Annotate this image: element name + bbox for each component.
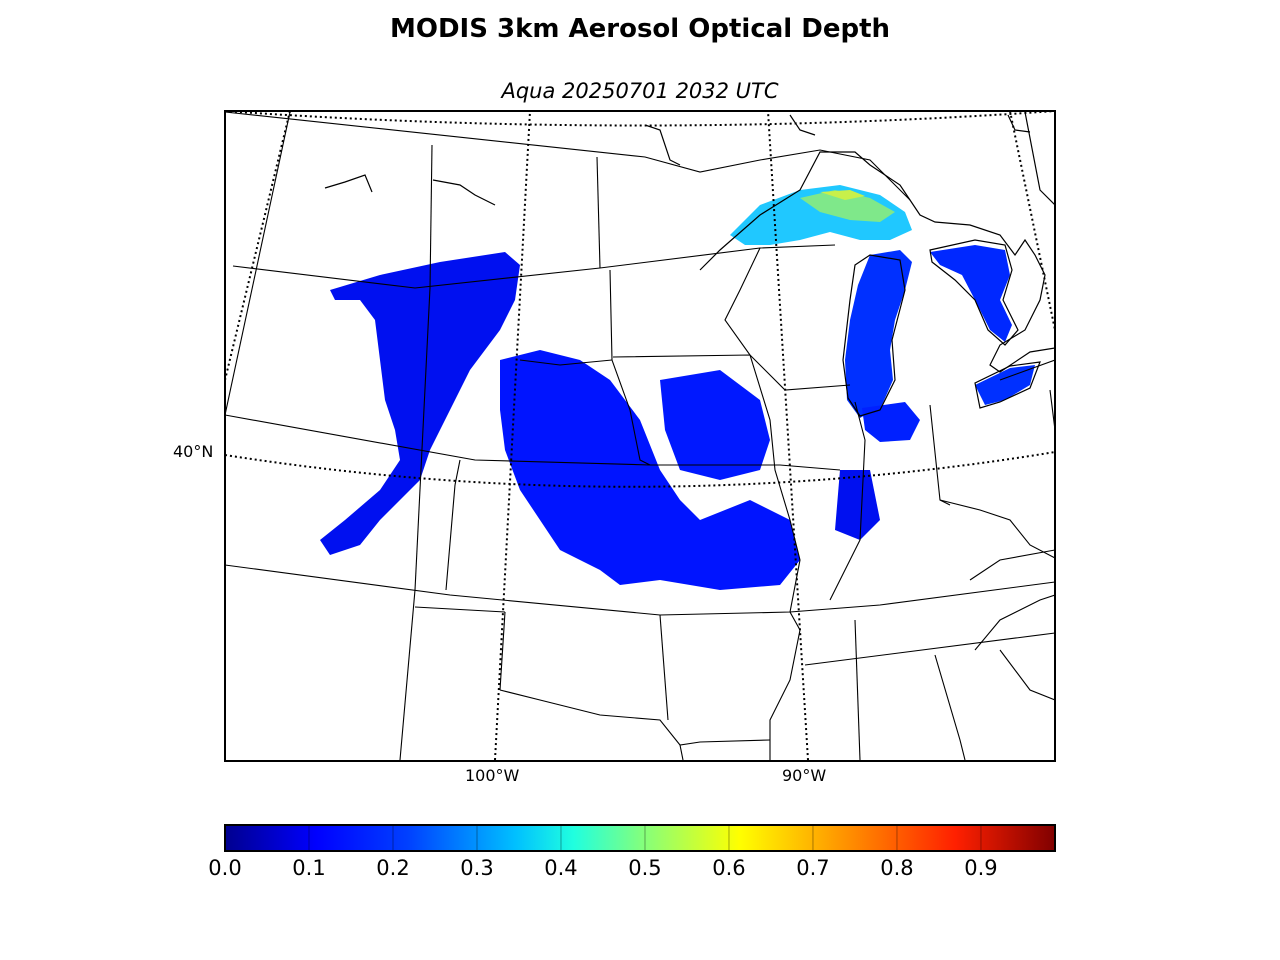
map-subtitle: Aqua 20250701 2032 UTC [501,79,779,103]
aod-west-patch [320,252,520,555]
colorbar-tick-label: 0.2 [376,856,410,880]
map-frame [224,110,1056,762]
map-title: MODIS 3km Aerosol Optical Depth [389,14,891,44]
colorbar-tick-label: 0.0 [208,856,242,880]
colorbar-gradient [225,825,1055,851]
aod-central-patch [500,350,800,590]
aod-lake-michigan-south [862,402,920,442]
colorbar-tick-label: 0.9 [964,856,998,880]
coastlines [324,111,1055,417]
colorbar-tick-label: 0.3 [460,856,494,880]
lon-label-100w: 100°W [465,766,520,785]
lon-label-90w: 90°W [782,766,827,785]
aod-lake-michigan [845,250,912,418]
graticule [225,111,1055,761]
aod-east-patch [660,370,770,480]
colorbar-tick-label: 0.1 [292,856,326,880]
state-boundaries [225,111,1055,761]
lat-label-40n: 40°N [173,442,214,461]
colorbar [224,824,1056,852]
aod-lake-erie [975,365,1035,405]
colorbar-tick-label: 0.7 [796,856,830,880]
colorbar-tick-label: 0.8 [880,856,914,880]
aod-lake-superior-high [800,190,895,222]
colorbar-frame [224,824,1056,852]
aod-lake-superior-peak [820,190,865,200]
aod-lake-huron [930,245,1012,342]
colorbar-tick-label: 0.5 [628,856,662,880]
colorbar-tick-label: 0.6 [712,856,746,880]
colorbar-tick-label: 0.4 [544,856,578,880]
aod-south-patch [835,470,880,540]
aod-swath [320,185,1035,590]
